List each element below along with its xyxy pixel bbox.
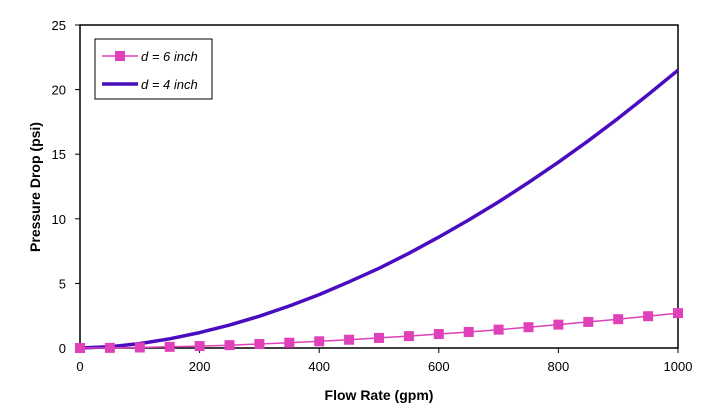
series-line-d4 <box>79 68 680 350</box>
data-point-d6 <box>433 329 444 340</box>
data-point-d6 <box>523 322 534 333</box>
y-tick-label: 5 <box>59 276 66 291</box>
y-tick-label: 25 <box>52 18 66 33</box>
x-tick-label: 400 <box>308 359 330 374</box>
y-axis-label: Pressure Drop (psi) <box>27 122 43 252</box>
legend-marker-d6 <box>115 51 125 61</box>
x-tick-label: 200 <box>189 359 211 374</box>
data-point-d6 <box>284 337 295 348</box>
data-point-d6 <box>463 326 474 337</box>
y-tick-label: 20 <box>52 83 66 98</box>
data-point-d6 <box>673 308 683 319</box>
data-point-d6 <box>254 338 265 349</box>
data-point-d6 <box>314 336 325 347</box>
legend-label-d6: d = 6 inch <box>141 49 198 64</box>
data-point-d6 <box>344 334 355 345</box>
y-tick-label: 0 <box>59 341 66 356</box>
data-point-d6 <box>104 342 115 353</box>
legend-label-d4: d = 4 inch <box>141 77 198 92</box>
x-tick-label: 800 <box>548 359 570 374</box>
data-point-d6 <box>194 341 205 352</box>
data-point-d6 <box>75 343 85 353</box>
data-point-d6 <box>403 331 414 342</box>
data-point-d6 <box>583 316 594 327</box>
legend-box <box>94 38 213 100</box>
data-point-d6 <box>553 319 564 330</box>
data-point-d6 <box>164 341 175 352</box>
data-point-d6 <box>493 324 504 335</box>
data-point-d6 <box>613 314 624 325</box>
y-tick-label: 10 <box>52 212 66 227</box>
data-point-d6 <box>134 342 145 353</box>
data-point-d6 <box>224 340 235 351</box>
x-tick-label: 0 <box>76 359 83 374</box>
y-tick-label: 15 <box>52 147 66 162</box>
data-point-d6 <box>374 332 384 343</box>
x-axis-label: Flow Rate (gpm) <box>325 387 434 403</box>
legend: d = 6 inch d = 4 inch <box>94 38 213 100</box>
data-point-d6 <box>643 311 654 322</box>
x-tick-label: 1000 <box>664 359 693 374</box>
x-tick-label: 600 <box>428 359 450 374</box>
